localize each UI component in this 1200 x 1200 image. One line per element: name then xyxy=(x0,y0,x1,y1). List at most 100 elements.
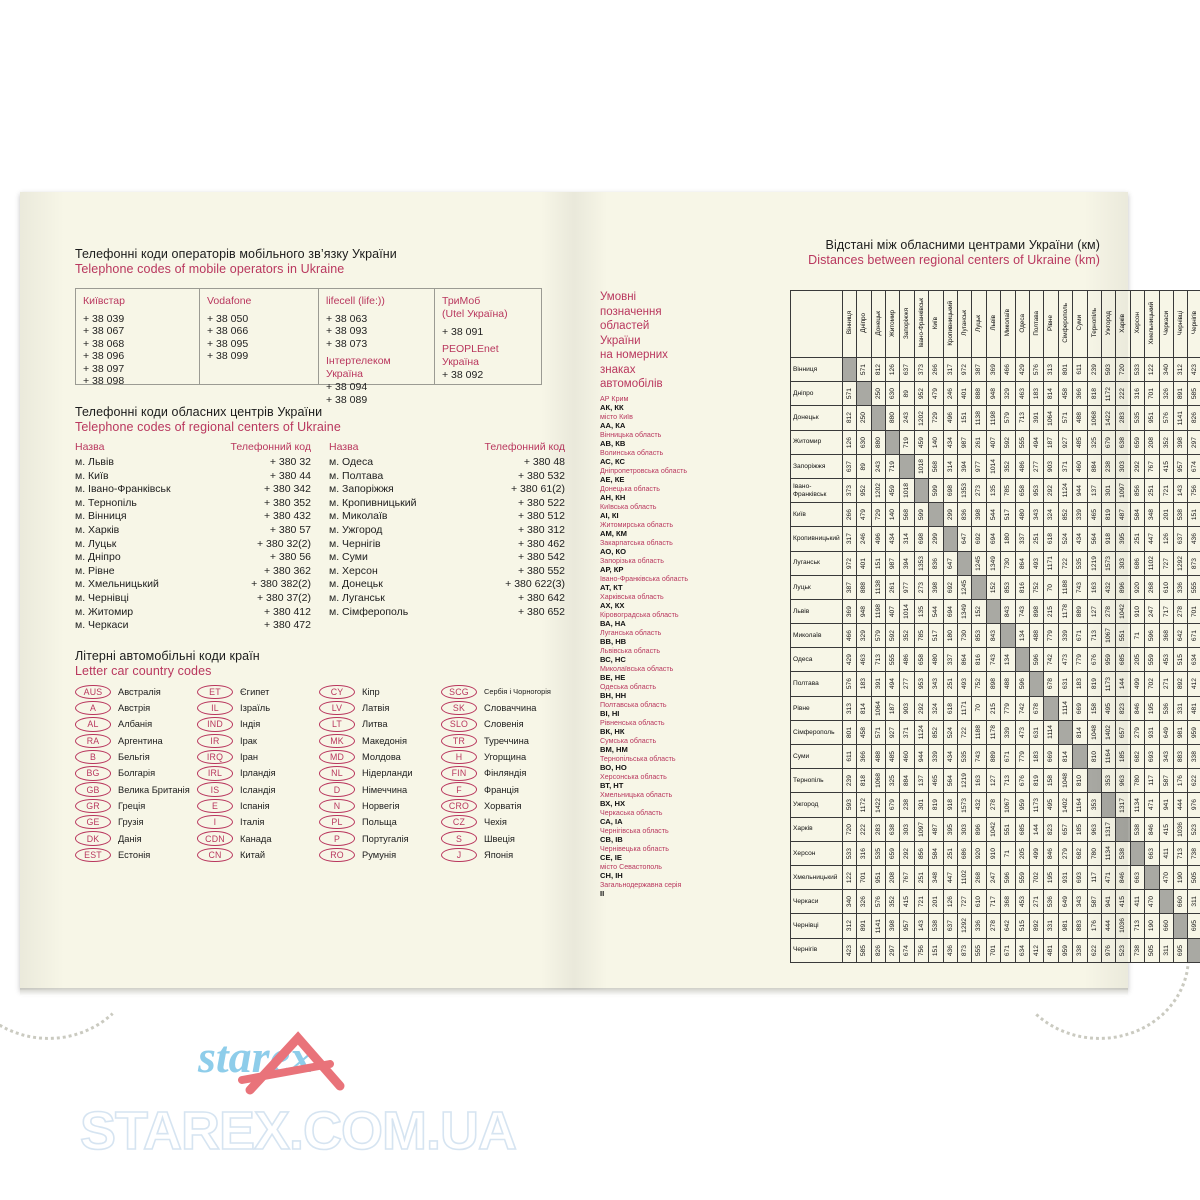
matrix-distance-value: 329 xyxy=(860,630,868,642)
matrix-distance-cell: 1173 xyxy=(1101,671,1117,697)
matrix-distance-value: 524 xyxy=(1061,533,1069,545)
matrix-distance-value: 338 xyxy=(1076,944,1084,956)
operator-name: lifecell (life:)) xyxy=(326,295,385,307)
matrix-column-header-label: Київ xyxy=(932,316,940,330)
matrix-distance-value: 756 xyxy=(917,944,925,956)
matrix-distance-value: 127 xyxy=(1090,605,1098,618)
matrix-distance-cell: 660 xyxy=(1158,913,1175,939)
matrix-distance-value: 1188 xyxy=(1061,580,1069,595)
matrix-distance-cell: 201 xyxy=(1158,502,1175,528)
matrix-distance-cell: 517 xyxy=(928,623,944,649)
plate-region-name: Луганська область xyxy=(600,628,662,637)
plate-region-name: Хмельницька область xyxy=(600,790,673,799)
matrix-distance-cell: 856 xyxy=(1129,477,1146,504)
matrix-distance-value: 279 xyxy=(1061,847,1069,859)
matrix-distance-value: 524 xyxy=(946,726,954,738)
matrix-distance-value: 742 xyxy=(1047,654,1055,666)
plate-letter-code: АН, КН xyxy=(600,493,626,503)
matrix-distance-cell: 163 xyxy=(971,768,987,794)
country-code-row: EST Естонія xyxy=(75,847,197,863)
plate-region-name: Івано-Франківська область xyxy=(600,574,689,583)
country-code-oval: N xyxy=(319,798,355,814)
matrix-distance-cell: 1353 xyxy=(913,550,930,576)
matrix-distance-value: 336 xyxy=(1177,581,1185,593)
matrix-distance-value: 1036 xyxy=(1119,918,1127,934)
matrix-distance-value: 1067 xyxy=(1004,797,1012,813)
matrix-distance-value: 810 xyxy=(1076,775,1084,787)
matrix-distance-cell: 1102 xyxy=(1144,550,1160,576)
matrix-distance-value: 1124 xyxy=(1061,483,1069,498)
matrix-distance-value: 205 xyxy=(1133,654,1141,666)
country-code-row: DK Данія xyxy=(75,830,197,846)
country-name: Португалія xyxy=(362,833,409,844)
matrix-distance-cell: 524 xyxy=(1057,526,1074,552)
matrix-distance-value: 251 xyxy=(946,678,954,690)
matrix-corner-cell xyxy=(790,290,843,358)
matrix-distance-cell: 1064 xyxy=(1043,405,1059,431)
country-code-oval: P xyxy=(319,831,355,846)
matrix-distance-value: 836 xyxy=(932,557,940,569)
country-code-row: H Угорщина xyxy=(441,749,563,765)
matrix-distance-cell: 579 xyxy=(1000,405,1016,431)
country-name: Кіпр xyxy=(362,686,380,697)
matrix-distance-cell: 303 xyxy=(899,816,915,842)
country-name: Чехія xyxy=(484,817,507,828)
matrix-distance-value: 325 xyxy=(1090,436,1098,448)
matrix-column-header: Ужгород xyxy=(1101,290,1117,358)
matrix-column-header: Черкаси xyxy=(1158,290,1175,358)
country-code-row: MD Молдова xyxy=(319,749,441,765)
matrix-distance-value: 720 xyxy=(1119,364,1127,376)
matrix-row: Чернівці 312 891 1141 398 957 143 538 637 1292 336… xyxy=(790,913,1200,939)
matrix-distance-cell: 495 xyxy=(1043,792,1059,818)
regional-code-row: м. Вінниця + 380 432 xyxy=(75,510,311,524)
matrix-distance-cell: 719 xyxy=(884,453,901,479)
matrix-distance-cell: 780 xyxy=(1129,768,1146,794)
matrix-distance-value: 340 xyxy=(845,896,853,908)
matrix-distance-value: 743 xyxy=(975,751,983,763)
matrix-distance-value: 1097 xyxy=(1119,483,1127,498)
matrix-distance-value: 856 xyxy=(1133,484,1141,497)
operator-name: Vodafone xyxy=(207,295,252,307)
matrix-row-header: Вінниця xyxy=(790,356,843,383)
matrix-row: Ужгород 593 1172 1422 679 238 301 819 918 1573 432… xyxy=(790,792,1200,818)
matrix-distance-value: 812 xyxy=(845,412,853,424)
matrix-distance-cell: 1402 xyxy=(1101,719,1117,746)
matrix-distance-value: 638 xyxy=(1119,436,1127,448)
country-code-oval: IND xyxy=(197,717,233,732)
phone-code: + 380 622(3) xyxy=(505,578,565,591)
matrix-distance-cell: 515 xyxy=(1173,647,1189,673)
operator-box-2: Vodafone + 38 050 + 38 066 + 38 095 + 38 099 xyxy=(199,288,319,385)
matrix-distance-cell: 981 xyxy=(1173,719,1189,746)
matrix-distance-value: 642 xyxy=(1177,630,1185,642)
distances-title: Відстані між обласними центрами України … xyxy=(600,238,1100,267)
matrix-row-header: Донецьк xyxy=(790,405,843,431)
matrix-distance-value: 671 xyxy=(1004,944,1012,956)
matrix-distance-value: 279 xyxy=(1133,726,1141,738)
matrix-column-header: Вінниця xyxy=(841,290,858,358)
matrix-distance-value: 459 xyxy=(888,484,896,497)
matrix-distance-cell: 864 xyxy=(1014,550,1031,576)
matrix-diagonal-cell xyxy=(1029,671,1045,697)
country-name: Литва xyxy=(362,719,388,730)
matrix-distance-value: 453 xyxy=(1162,654,1170,666)
matrix-distance-value: 117 xyxy=(1090,872,1098,883)
matrix-distance-cell: 713 xyxy=(870,647,886,673)
matrix-distance-cell: 555 xyxy=(884,647,901,673)
matrix-distance-cell: 674 xyxy=(1187,453,1200,479)
matrix-distance-cell: 941 xyxy=(1101,889,1117,915)
plate-region-name: місто Севастополь xyxy=(600,862,662,871)
matrix-distance-value: 1134 xyxy=(1105,846,1113,861)
matrix-column-header-label: Житомир xyxy=(888,309,896,337)
city-name: м. Херсон xyxy=(329,564,378,577)
matrix-distance-cell: 205 xyxy=(1014,840,1031,866)
matrix-row-header: Херсон xyxy=(790,840,843,866)
country-code-row: CRO Хорватія xyxy=(441,798,563,814)
matrix-distance-cell: 873 xyxy=(956,937,973,963)
matrix-distance-value: 1138 xyxy=(874,580,882,595)
matrix-row: Хмельницький 122 701 951 208 767 251 348 447 1102… xyxy=(790,864,1200,891)
matrix-distance-value: 814 xyxy=(1076,726,1084,738)
matrix-distance-cell: 910 xyxy=(985,840,1002,866)
matrix-distance-cell: 247 xyxy=(985,864,1002,891)
operator-code: + 38 068 xyxy=(83,337,125,350)
matrix-distance-cell: 366 xyxy=(856,743,872,770)
